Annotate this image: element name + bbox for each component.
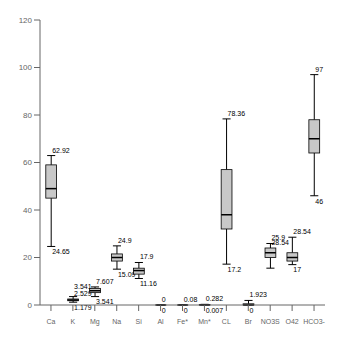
svg-text:Na: Na [112,318,121,325]
svg-text:Ca: Ca [46,318,55,325]
svg-text:24.65: 24.65 [52,248,70,255]
svg-text:60: 60 [23,158,32,167]
svg-text:Br: Br [245,318,253,325]
svg-text:Mg: Mg [90,318,100,326]
svg-text:40: 40 [23,206,32,215]
svg-text:11.16: 11.16 [140,280,157,287]
svg-text:80: 80 [23,111,32,120]
svg-text:0: 0 [28,301,33,310]
svg-text:3.541: 3.541 [96,298,114,305]
svg-text:K: K [71,318,76,325]
svg-text:0: 0 [250,307,254,314]
svg-text:97: 97 [315,66,323,73]
svg-text:Mn*: Mn* [198,318,211,325]
svg-text:0: 0 [162,296,166,303]
svg-text:HCO3-: HCO3- [303,318,325,325]
svg-text:78.36: 78.36 [228,110,246,117]
svg-text:25.9: 25.9 [271,234,285,242]
svg-text:0: 0 [184,307,188,314]
svg-text:0: 0 [162,307,166,314]
svg-text:24.9: 24.9 [118,237,132,244]
svg-text:1.179: 1.179 [74,304,92,311]
svg-text:28.54: 28.54 [293,228,311,235]
svg-text:62.92: 62.92 [52,147,70,154]
svg-text:17.9: 17.9 [140,253,154,260]
svg-text:28.54: 28.54 [271,239,289,246]
svg-text:3.541: 3.541 [74,283,92,290]
svg-text:7.607: 7.607 [96,278,114,285]
svg-text:20: 20 [23,253,32,262]
svg-text:Si: Si [136,318,143,325]
svg-text:17: 17 [293,266,301,273]
svg-text:0.282: 0.282 [206,295,224,302]
svg-text:CL: CL [222,318,231,325]
svg-text:O42: O42 [285,318,298,325]
svg-text:0.007: 0.007 [206,307,224,314]
svg-text:Fe*: Fe* [177,318,188,325]
svg-text:NO3S: NO3S [261,318,280,325]
svg-text:17.2: 17.2 [228,266,242,273]
svg-text:15.09: 15.09 [118,271,136,278]
svg-text:Al: Al [157,318,164,325]
svg-text:46: 46 [315,198,323,205]
svg-text:1.923: 1.923 [250,291,268,298]
svg-text:2.529: 2.529 [74,290,92,297]
svg-text:100: 100 [19,63,33,72]
svg-text:0.08: 0.08 [184,296,198,303]
svg-text:120: 120 [19,16,33,25]
